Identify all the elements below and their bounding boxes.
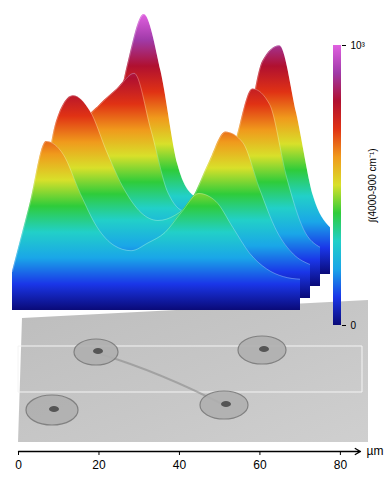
svg-text:40: 40	[173, 458, 187, 472]
svg-text:80: 80	[334, 458, 348, 472]
svg-text:60: 60	[253, 458, 267, 472]
svg-text:20: 20	[92, 458, 106, 472]
svg-text:∫(4000-900 cm⁻¹): ∫(4000-900 cm⁻¹)	[367, 148, 378, 223]
svg-text:10³: 10³	[351, 40, 366, 51]
svg-text:0: 0	[15, 458, 22, 472]
svg-text:µm: µm	[367, 444, 384, 458]
svg-text:0: 0	[351, 320, 357, 331]
